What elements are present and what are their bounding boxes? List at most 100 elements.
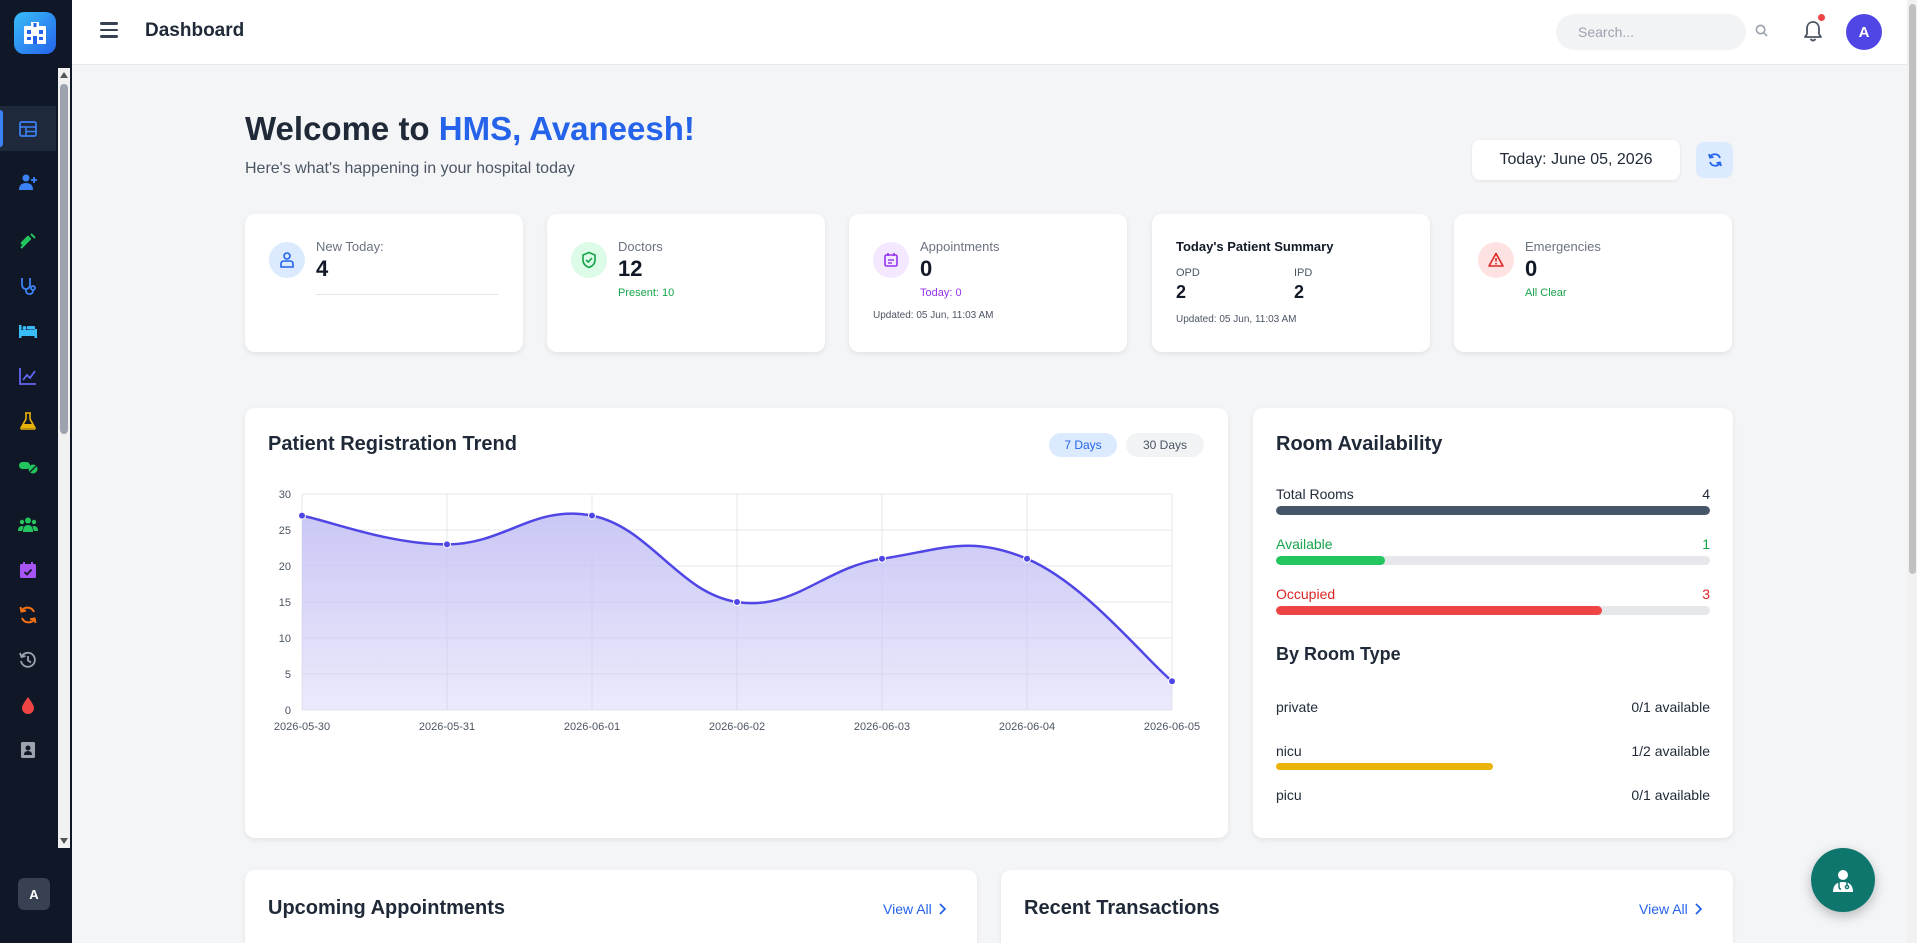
series-area xyxy=(302,513,1172,710)
trend-title: Patient Registration Trend xyxy=(268,433,517,455)
stat-card-appointments[interactable]: Appointments 0 Today: 0 Updated: 05 Jun,… xyxy=(849,214,1127,352)
sidebar-item-history[interactable] xyxy=(0,637,56,682)
occupied-value: 3 xyxy=(1702,586,1710,602)
search-icon[interactable] xyxy=(1755,24,1768,42)
data-point xyxy=(1168,677,1176,686)
sidebar-item-flask[interactable] xyxy=(0,398,56,443)
sidebar-item-dashboard-grid[interactable] xyxy=(0,106,56,151)
sidebar-item-pills[interactable] xyxy=(0,443,56,488)
room-type-row: nicu 1/2 available xyxy=(1276,743,1710,770)
range-7-days-button[interactable]: 7 Days xyxy=(1049,433,1117,457)
doctor-assistant-button[interactable] xyxy=(1811,848,1875,912)
sync-icon xyxy=(19,606,37,623)
sidebar-scroll-down[interactable] xyxy=(60,838,68,844)
sidebar: A xyxy=(0,0,72,943)
chevron-right-icon xyxy=(939,903,946,915)
sidebar-item-calendar-check[interactable] xyxy=(0,547,56,592)
sidebar-item-bed[interactable] xyxy=(0,308,56,353)
warning-triangle-icon xyxy=(1478,242,1514,278)
y-tick-label: 0 xyxy=(285,705,291,717)
chevron-right-icon xyxy=(1695,903,1702,915)
blood-drop-icon xyxy=(22,696,34,714)
calendar-check-icon xyxy=(20,561,36,578)
ipd-label: IPD xyxy=(1294,267,1313,279)
recent-transactions-card: Recent Transactions View All xyxy=(1001,870,1733,943)
available-value: 1 xyxy=(1702,536,1710,552)
stat-value: 4 xyxy=(316,256,329,281)
sidebar-item-user-plus[interactable] xyxy=(0,159,56,204)
data-point xyxy=(878,554,886,563)
available-bar xyxy=(1276,556,1710,565)
room-type-bar xyxy=(1276,763,1493,770)
sidebar-scroll-up[interactable] xyxy=(60,72,68,78)
stat-card-new-today[interactable]: New Today: 4 xyxy=(245,214,523,352)
room-type-name: nicu xyxy=(1276,743,1302,759)
welcome-subtitle: Here's what's happening in your hospital… xyxy=(245,160,575,177)
x-tick-label: 2026-06-04 xyxy=(999,721,1055,733)
room-type-row: picu 0/1 available xyxy=(1276,787,1710,803)
hospital-logo-icon[interactable] xyxy=(14,12,56,54)
sidebar-item-users[interactable] xyxy=(0,502,56,547)
dashboard-grid-icon xyxy=(19,120,37,137)
opd-label: OPD xyxy=(1176,267,1200,279)
line-chart-icon xyxy=(19,367,36,385)
room-type-title: By Room Type xyxy=(1276,644,1401,664)
search-input[interactable] xyxy=(1556,14,1746,50)
notification-bell-icon[interactable] xyxy=(1803,20,1823,47)
data-point xyxy=(588,511,596,520)
upcoming-appointments-card: Upcoming Appointments View All xyxy=(245,870,977,943)
stat-card-patient-summary[interactable]: Today's Patient Summary OPD 2 IPD 2 Upda… xyxy=(1152,214,1430,352)
history-icon xyxy=(19,651,36,668)
room-type-availability: 1/2 available xyxy=(1631,743,1710,759)
updated-time: Updated: 05 Jun, 11:03 AM xyxy=(1176,314,1297,325)
sidebar-item-line-chart[interactable] xyxy=(0,353,56,398)
data-point xyxy=(298,511,306,520)
sidebar-user-chip[interactable]: A xyxy=(18,878,50,910)
refresh-icon xyxy=(1707,153,1722,167)
view-all-label: View All xyxy=(883,901,932,917)
total-rooms-bar xyxy=(1276,506,1710,515)
stat-value: 0 xyxy=(1525,256,1538,281)
syringe-icon xyxy=(20,232,36,249)
stat-label: Doctors xyxy=(618,239,663,254)
stat-card-doctors[interactable]: Doctors 12 Present: 10 xyxy=(547,214,825,352)
total-rooms-bar-fill xyxy=(1276,506,1710,515)
user-plus-icon xyxy=(19,174,37,190)
sidebar-item-stethoscope[interactable] xyxy=(0,263,56,308)
room-type-availability: 0/1 available xyxy=(1631,787,1710,803)
ipd-value: 2 xyxy=(1294,282,1305,302)
y-tick-label: 15 xyxy=(279,597,291,609)
sidebar-item-address-book[interactable] xyxy=(0,727,56,772)
user-avatar[interactable]: A xyxy=(1846,14,1882,50)
range-30-days-button[interactable]: 30 Days xyxy=(1126,433,1204,457)
menu-toggle-icon[interactable] xyxy=(100,22,118,38)
sidebar-item-sync[interactable] xyxy=(0,592,56,637)
sidebar-item-blood-drop[interactable] xyxy=(0,682,56,727)
room-type-name: picu xyxy=(1276,787,1302,803)
stat-label: Appointments xyxy=(920,239,1000,254)
refresh-button[interactable] xyxy=(1696,142,1733,178)
stat-card-emergencies[interactable]: Emergencies 0 All Clear xyxy=(1454,214,1732,352)
y-tick-label: 20 xyxy=(279,561,291,573)
stat-divider xyxy=(316,294,499,295)
upcoming-view-all-link[interactable]: View All xyxy=(883,901,946,917)
y-tick-label: 10 xyxy=(279,633,291,645)
sidebar-item-syringe[interactable] xyxy=(0,218,56,263)
welcome-highlight: HMS, Avaneesh! xyxy=(438,110,695,147)
y-tick-label: 25 xyxy=(279,525,291,537)
page-title: Dashboard xyxy=(145,20,245,41)
page-scroll-thumb[interactable] xyxy=(1909,4,1916,574)
sidebar-nav xyxy=(0,106,56,772)
topbar: Dashboard A xyxy=(72,0,1907,65)
sidebar-scroll-thumb[interactable] xyxy=(60,84,68,434)
welcome-prefix: Welcome to xyxy=(245,110,439,147)
occupied-bar xyxy=(1276,606,1710,615)
y-tick-label: 5 xyxy=(285,669,291,681)
transactions-view-all-link[interactable]: View All xyxy=(1639,901,1702,917)
x-tick-label: 2026-05-30 xyxy=(274,721,330,733)
summary-title: Today's Patient Summary xyxy=(1176,239,1334,254)
stat-value: 0 xyxy=(920,256,933,281)
available-bar-fill xyxy=(1276,556,1385,565)
view-all-label: View All xyxy=(1639,901,1688,917)
occupied-label: Occupied xyxy=(1276,586,1336,602)
